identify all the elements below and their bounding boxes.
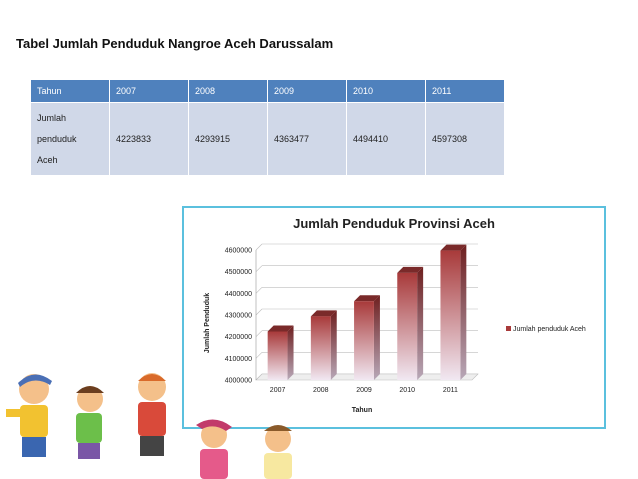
bar [354, 301, 374, 380]
bar-side [287, 325, 294, 380]
population-table: Tahun 2007 2008 2009 2010 2011 Jumlah pe… [30, 79, 505, 176]
x-tick-label: 2009 [356, 387, 372, 394]
bar-side [330, 310, 337, 380]
table-header-cell: Tahun [30, 79, 110, 103]
row-label-line: penduduk [37, 133, 77, 144]
bar-chart: Jumlah Penduduk Tahun 4000000 4100000 4200… [204, 243, 586, 414]
bar-top [397, 266, 424, 273]
kids-clipart-image [6, 373, 292, 479]
table-header-cell: 2011 [425, 79, 505, 103]
bar [440, 250, 461, 380]
x-tick-label: 2010 [399, 387, 415, 394]
page-title: Tabel Jumlah Penduduk Nangroe Aceh Darus… [16, 36, 334, 51]
y-tick-label: 4500000 [225, 269, 252, 276]
x-axis-label: Tahun [352, 407, 372, 414]
row-label-cell: Jumlah penduduk Aceh [30, 102, 110, 176]
bar-side [460, 244, 467, 380]
gridline [255, 287, 263, 294]
kid-figure [76, 386, 104, 459]
chart-frame: Jumlah Penduduk Provinsi Aceh Jumlah Pen… [182, 206, 606, 429]
table-header-cell: 2008 [188, 79, 268, 103]
kid-figure [264, 425, 292, 479]
bar-top [440, 244, 467, 251]
bar-side [373, 295, 380, 380]
x-tick-label: 2007 [270, 387, 286, 394]
y-tick-label: 4300000 [225, 313, 252, 320]
table-cell: 4293915 [188, 102, 268, 176]
table-cell: 4597308 [425, 102, 505, 176]
gridline [255, 265, 263, 272]
gridline [255, 308, 263, 316]
legend-label: Jumlah penduduk Aceh [513, 326, 586, 333]
table-cell: 4223833 [109, 102, 189, 176]
bar [397, 272, 418, 380]
gridline [255, 243, 263, 251]
kid-figure [6, 374, 52, 457]
y-axis-label: Jumlah Penduduk [204, 293, 211, 353]
bar [310, 316, 331, 380]
legend-swatch [506, 326, 511, 331]
y-tick-label: 4600000 [225, 248, 252, 255]
gridline [255, 352, 263, 359]
kid-figure [138, 373, 166, 456]
y-tick-label: 4000000 [225, 378, 252, 385]
gridline [255, 330, 263, 337]
table-header-cell: 2009 [267, 79, 347, 103]
table-row: Jumlah penduduk Aceh 4223833 4293915 436… [30, 102, 505, 176]
bar [267, 331, 288, 380]
y-tick-label: 4100000 [225, 356, 252, 363]
x-tick-label: 2011 [443, 387, 458, 394]
table-header-cell: 2010 [346, 79, 426, 103]
row-label-line: Aceh [37, 154, 58, 165]
kid-figure [196, 419, 232, 479]
table-header-cell: 2007 [109, 79, 189, 103]
y-tick-label: 4400000 [225, 291, 252, 298]
table-cell: 4494410 [346, 102, 426, 176]
bar-top [267, 325, 294, 332]
bar-top [354, 295, 380, 302]
bar-side [417, 266, 424, 380]
bar-top [310, 310, 337, 317]
x-tick-label: 2008 [313, 387, 329, 394]
chart-title: Jumlah Penduduk Provinsi Aceh [293, 216, 495, 231]
y-tick-label: 4200000 [225, 334, 252, 341]
row-label-line: Jumlah [37, 112, 67, 123]
table-cell: 4363477 [267, 102, 347, 176]
table-header-row: Tahun 2007 2008 2009 2010 2011 [30, 79, 505, 103]
